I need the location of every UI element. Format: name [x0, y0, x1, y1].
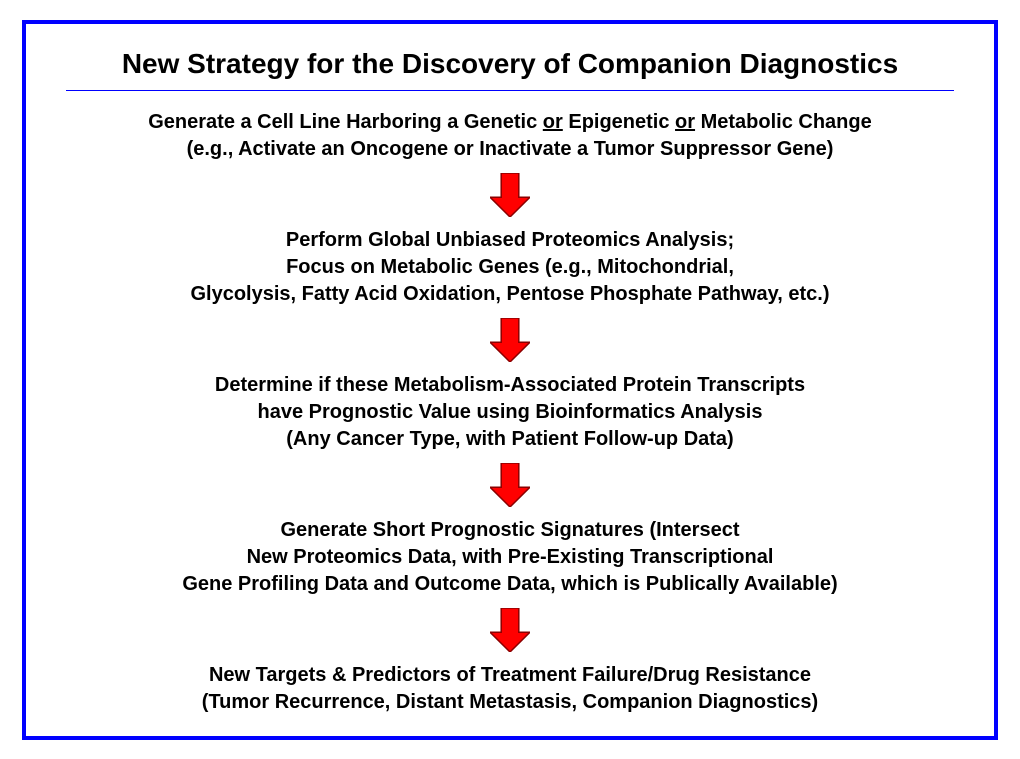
step-text: Metabolic Change [695, 111, 872, 133]
step-text: Epigenetic [563, 111, 675, 133]
step-line: (Any Cancer Type, with Patient Follow-up… [215, 426, 805, 453]
step-text: have Prognostic Value using Bioinformati… [258, 401, 763, 423]
step-text: Generate Short Prognostic Signatures (In… [281, 519, 740, 541]
down-arrow-icon [490, 173, 530, 217]
step-line: Glycolysis, Fatty Acid Oxidation, Pentos… [190, 281, 829, 308]
down-arrow-icon [490, 608, 530, 652]
step-text: Generate a Cell Line Harboring a Genetic [148, 111, 543, 133]
step-line: Generate a Cell Line Harboring a Genetic… [148, 109, 872, 136]
diagram-title: New Strategy for the Discovery of Compan… [122, 48, 898, 80]
down-arrow-icon [490, 463, 530, 507]
underlined-text: or [675, 111, 695, 133]
flow-step-3: Determine if these Metabolism-Associated… [215, 372, 805, 453]
step-text: (Tumor Recurrence, Distant Metastasis, C… [202, 691, 818, 713]
step-text: (Any Cancer Type, with Patient Follow-up… [286, 428, 733, 450]
step-text: New Proteomics Data, with Pre-Existing T… [247, 546, 774, 568]
step-line: New Proteomics Data, with Pre-Existing T… [182, 544, 837, 571]
step-line: have Prognostic Value using Bioinformati… [215, 399, 805, 426]
step-text: Glycolysis, Fatty Acid Oxidation, Pentos… [190, 283, 829, 305]
step-line: New Targets & Predictors of Treatment Fa… [202, 662, 818, 689]
step-text: Perform Global Unbiased Proteomics Analy… [286, 229, 734, 251]
flowchart-body: Generate a Cell Line Harboring a Genetic… [66, 109, 954, 716]
step-line: Gene Profiling Data and Outcome Data, wh… [182, 571, 837, 598]
flow-step-2: Perform Global Unbiased Proteomics Analy… [190, 227, 829, 308]
title-underline [66, 90, 954, 91]
down-arrow-icon [490, 318, 530, 362]
step-text: New Targets & Predictors of Treatment Fa… [209, 664, 811, 686]
flow-step-1: Generate a Cell Line Harboring a Genetic… [148, 109, 872, 163]
step-line: (Tumor Recurrence, Distant Metastasis, C… [202, 689, 818, 716]
step-line: Generate Short Prognostic Signatures (In… [182, 517, 837, 544]
step-text: (e.g., Activate an Oncogene or Inactivat… [187, 138, 834, 160]
step-line: Perform Global Unbiased Proteomics Analy… [190, 227, 829, 254]
step-line: Focus on Metabolic Genes (e.g., Mitochon… [190, 254, 829, 281]
diagram-frame: New Strategy for the Discovery of Compan… [22, 20, 998, 740]
step-line: (e.g., Activate an Oncogene or Inactivat… [148, 136, 872, 163]
step-text: Gene Profiling Data and Outcome Data, wh… [182, 573, 837, 595]
flow-step-4: Generate Short Prognostic Signatures (In… [182, 517, 837, 598]
flow-step-5: New Targets & Predictors of Treatment Fa… [202, 662, 818, 716]
step-line: Determine if these Metabolism-Associated… [215, 372, 805, 399]
underlined-text: or [543, 111, 563, 133]
step-text: Focus on Metabolic Genes (e.g., Mitochon… [286, 256, 734, 278]
step-text: Determine if these Metabolism-Associated… [215, 374, 805, 396]
